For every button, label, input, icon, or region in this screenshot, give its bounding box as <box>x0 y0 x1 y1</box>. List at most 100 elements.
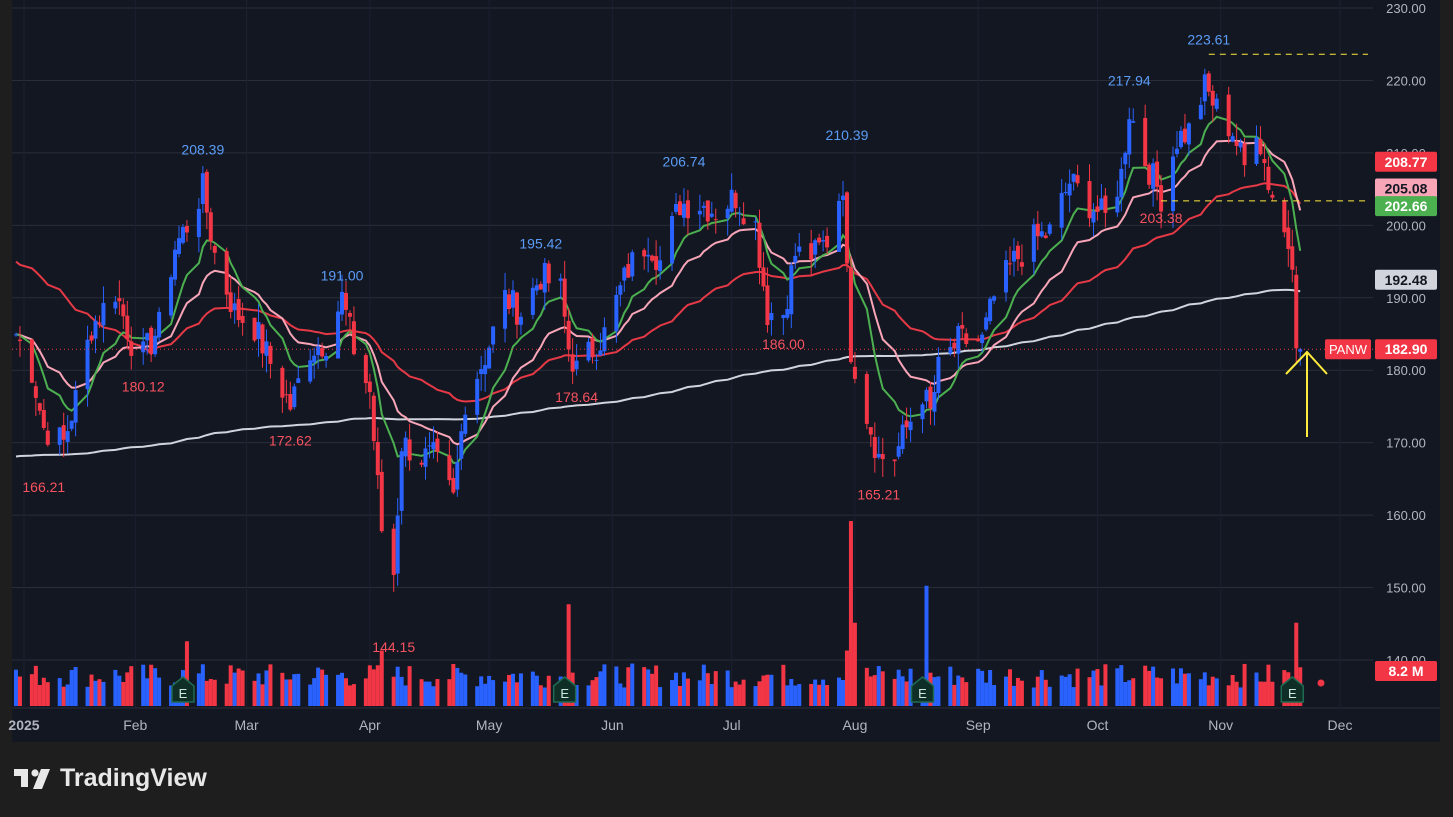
volume-bar <box>677 685 682 706</box>
volume-bar <box>988 669 993 706</box>
last-price-label: 182.90 <box>1385 341 1428 357</box>
x-tick-label: May <box>476 717 502 733</box>
candle-body <box>1290 246 1295 270</box>
volume-bar <box>391 676 396 706</box>
volume-bar <box>566 604 571 706</box>
candle-body <box>789 265 794 315</box>
candle-body <box>113 301 118 309</box>
earnings-marker[interactable]: E <box>171 676 195 703</box>
candle-body <box>514 292 519 325</box>
candle-body <box>880 454 885 460</box>
x-tick-label: Sep <box>966 717 991 733</box>
candle-body <box>769 312 774 321</box>
ma-200-line <box>15 288 1301 458</box>
candle-body <box>980 334 985 344</box>
candle-body <box>65 431 70 442</box>
candle-body <box>1242 143 1247 166</box>
candle-body <box>566 320 571 350</box>
live-dot <box>1317 679 1325 687</box>
candle-body <box>737 213 742 215</box>
low-label: 144.15 <box>372 639 415 655</box>
volume-bar <box>622 687 627 706</box>
candle-body <box>614 294 619 332</box>
candle-body <box>320 348 325 357</box>
price-chart[interactable]: 230.00220.00210.00200.00190.00180.00170.… <box>0 0 1453 760</box>
tradingview-logo-icon <box>14 768 50 789</box>
candle-body <box>312 355 317 363</box>
candle-body <box>1099 198 1104 210</box>
candle-body <box>709 213 714 217</box>
candle-body <box>1071 173 1076 182</box>
candle-body <box>1202 74 1207 102</box>
candle-body <box>336 311 341 359</box>
candle-body <box>145 333 150 341</box>
volume-bar <box>65 684 70 706</box>
candle-body <box>447 455 452 481</box>
volume-bar <box>113 669 118 706</box>
volume-bar <box>697 680 702 706</box>
price-tag-label: 208.77 <box>1385 154 1428 170</box>
x-tick-label: Apr <box>359 717 381 733</box>
candle-body <box>844 192 849 264</box>
price-tag <box>1375 269 1437 290</box>
candle-body <box>29 339 34 383</box>
volume-bar <box>809 683 814 706</box>
volume-bar <box>236 668 241 706</box>
candle-body <box>308 360 313 382</box>
volume-bar <box>781 664 786 706</box>
y-tick-label: 180.00 <box>1386 363 1426 378</box>
candle-body <box>463 414 468 434</box>
tradingview-logo[interactable]: TradingView <box>14 764 207 793</box>
candle-body <box>1226 94 1231 137</box>
candle-body <box>423 448 428 467</box>
candle-body <box>964 333 969 344</box>
earnings-marker[interactable]: E <box>910 676 935 703</box>
candle-body <box>1286 227 1291 249</box>
x-tick-label: Jul <box>723 717 741 733</box>
volume-bar <box>797 684 802 706</box>
candle-body <box>622 267 627 281</box>
volume-bar <box>908 668 913 706</box>
high-label: 191.00 <box>321 268 364 284</box>
candle-body <box>1151 163 1156 189</box>
candle-body <box>797 246 802 252</box>
volume-bar <box>407 666 412 706</box>
volume-bar <box>503 681 508 706</box>
candle-body <box>1015 245 1020 260</box>
low-label: 203.38 <box>1140 210 1183 226</box>
volume-bar <box>288 679 293 706</box>
x-tick-label: Oct <box>1087 717 1109 733</box>
candle-body <box>864 374 869 424</box>
plot-area <box>12 0 1373 708</box>
candle-body <box>538 283 543 290</box>
candle-body <box>701 205 706 208</box>
candle-body <box>761 267 766 287</box>
volume-bar <box>514 682 519 706</box>
volume-bar <box>892 678 897 706</box>
volume-bar <box>371 669 376 706</box>
volume-bar <box>948 666 953 706</box>
candle-body <box>976 340 981 342</box>
volume-bar <box>984 682 989 706</box>
candle-body <box>908 421 913 431</box>
volume-tag <box>1375 661 1437 681</box>
volume-bar <box>1063 676 1068 706</box>
volume-bar <box>586 685 591 706</box>
volume-bar <box>232 672 237 706</box>
candle-body <box>670 216 675 264</box>
candle-body <box>13 334 18 336</box>
earnings-marker[interactable]: E <box>552 676 577 703</box>
symbol-tag <box>1325 339 1371 360</box>
volume-bar <box>1047 686 1052 706</box>
candle-body <box>260 324 265 354</box>
candle-body <box>534 285 539 291</box>
candle-body <box>932 391 937 412</box>
candle-body <box>17 339 22 342</box>
candle-body <box>936 356 941 394</box>
volume-bar <box>268 664 273 706</box>
candle-body <box>407 439 412 461</box>
earnings-marker[interactable]: E <box>1280 676 1305 703</box>
candle-body <box>741 218 746 225</box>
candle-body <box>280 367 285 398</box>
volume-bar <box>542 687 547 706</box>
